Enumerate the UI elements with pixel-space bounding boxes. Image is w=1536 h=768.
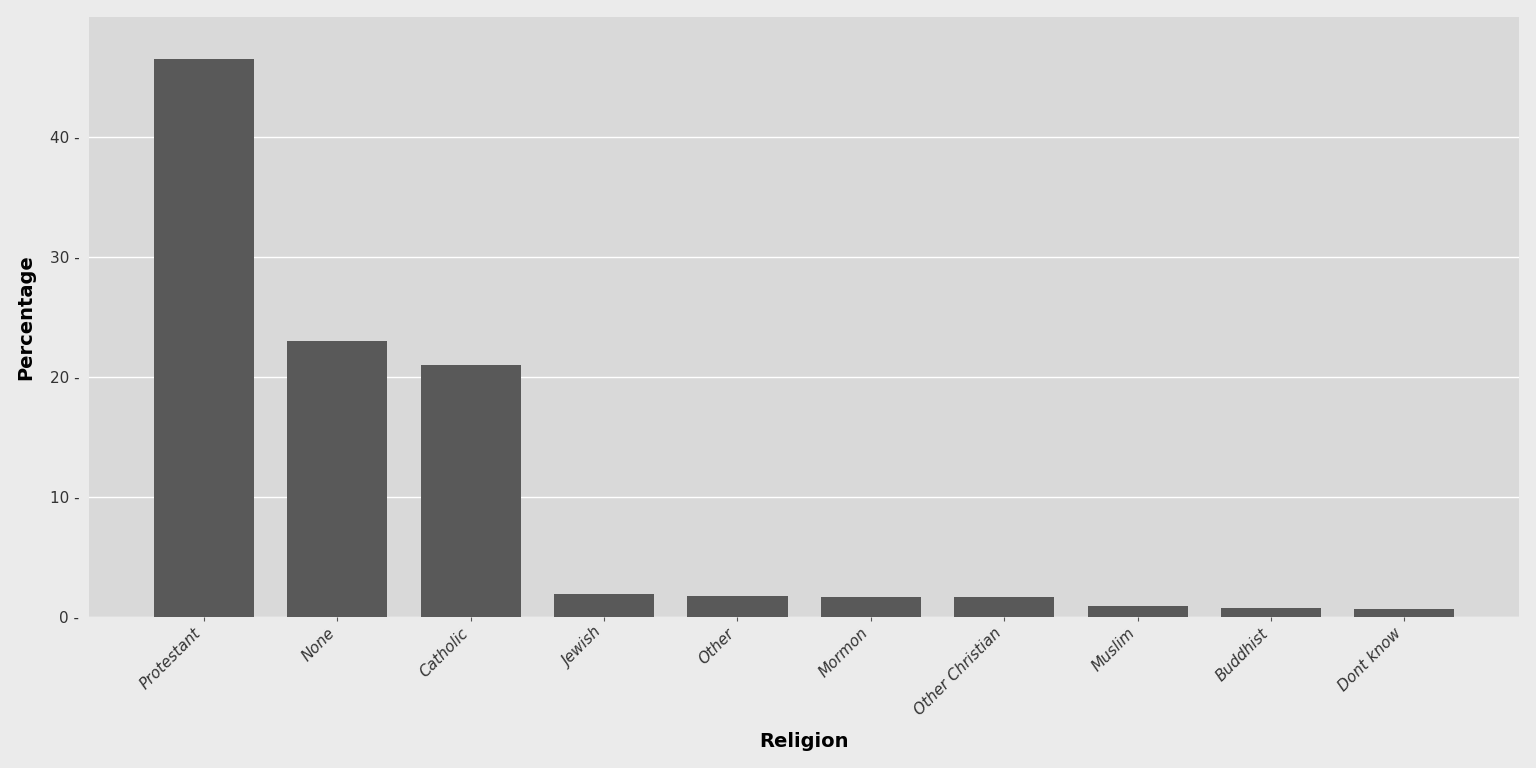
Bar: [421, 365, 521, 617]
Bar: [820, 598, 922, 617]
X-axis label: Religion: Religion: [759, 733, 849, 751]
Y-axis label: Percentage: Percentage: [17, 253, 35, 379]
Bar: [1355, 610, 1455, 617]
Bar: [954, 598, 1054, 617]
Bar: [1221, 608, 1321, 617]
Bar: [688, 596, 788, 617]
Bar: [1087, 606, 1187, 617]
Bar: [554, 594, 654, 617]
Bar: [287, 341, 387, 617]
Bar: [154, 58, 253, 617]
